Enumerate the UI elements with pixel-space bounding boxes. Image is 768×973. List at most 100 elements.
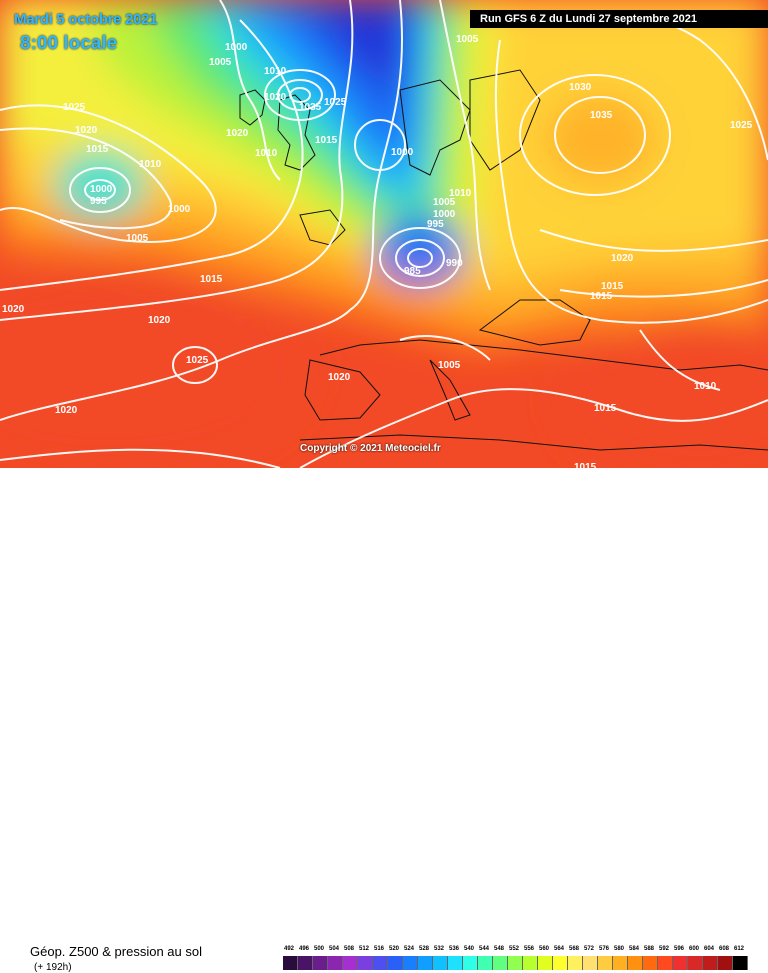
valid-date: Mardi 5 octobre 2021 bbox=[14, 11, 158, 28]
copyright-text: Copyright © 2021 Meteociel.fr bbox=[300, 443, 441, 454]
isobar-label: 1015 bbox=[590, 291, 613, 302]
legend-tick-label: 612 bbox=[733, 946, 744, 952]
legend-tick-label: 532 bbox=[433, 946, 444, 952]
isobar-label: 1025 bbox=[63, 102, 86, 113]
isobar-label: 1005 bbox=[433, 197, 456, 208]
isobar-label: 1025 bbox=[730, 120, 753, 131]
isobar-label: 1025 bbox=[324, 97, 347, 108]
legend-tick-label: 504 bbox=[328, 946, 339, 952]
isobar-label: 1010 bbox=[449, 188, 472, 199]
legend-swatch bbox=[733, 956, 748, 970]
legend-swatch bbox=[313, 956, 328, 970]
legend-tick-label: 580 bbox=[613, 946, 624, 952]
isobar-labels: 1025100010051005101010201035102510251020… bbox=[2, 9, 753, 468]
legend-swatch bbox=[598, 956, 613, 970]
legend-tick-label: 516 bbox=[373, 946, 384, 952]
legend-tick-label: 604 bbox=[703, 946, 714, 952]
legend-swatch bbox=[553, 956, 568, 970]
legend-tick-label: 496 bbox=[298, 946, 309, 952]
isobar-label: 1015 bbox=[200, 274, 223, 285]
isobar-label: 1020 bbox=[226, 128, 249, 139]
legend-swatch bbox=[613, 956, 628, 970]
isobar-label: 1000 bbox=[391, 147, 414, 158]
legend-swatch bbox=[343, 956, 358, 970]
isobar-label: 1010 bbox=[694, 381, 717, 392]
weather-map: 1025100010051005101010201035102510251020… bbox=[0, 0, 768, 468]
legend-swatch bbox=[628, 956, 643, 970]
legend-tick-label: 600 bbox=[688, 946, 699, 952]
legend-swatch bbox=[493, 956, 508, 970]
isobar-label: 1020 bbox=[264, 92, 287, 103]
isobar-label: 1035 bbox=[590, 110, 613, 121]
isobar-label: 1020 bbox=[148, 315, 171, 326]
legend-swatch bbox=[688, 956, 703, 970]
isobar-label: 1015 bbox=[594, 403, 617, 414]
legend-tick-label: 500 bbox=[313, 946, 324, 952]
geopotential-pressure-map: 1025100010051005101010201035102510251020… bbox=[0, 0, 768, 468]
legend-swatch bbox=[463, 956, 478, 970]
legend-tick-label: 536 bbox=[448, 946, 459, 952]
map-footer: Géop. Z500 & pression au sol (+ 192h) 49… bbox=[0, 468, 768, 973]
isobar-label: 1000 bbox=[225, 42, 248, 53]
chart-title: Géop. Z500 & pression au sol bbox=[30, 944, 202, 959]
isobar-label: 1005 bbox=[456, 34, 479, 45]
isobar-label: 1025 bbox=[186, 355, 209, 366]
legend-tick-label: 552 bbox=[508, 946, 519, 952]
isobar-label: 1020 bbox=[2, 304, 25, 315]
isobar-label: 1005 bbox=[126, 233, 149, 244]
legend-tick-label: 560 bbox=[538, 946, 549, 952]
isobar-label: 1000 bbox=[168, 204, 191, 215]
legend-swatch bbox=[298, 956, 313, 970]
isobar-label: 1020 bbox=[75, 125, 98, 136]
legend-tick-label: 572 bbox=[583, 946, 594, 952]
legend-tick-label: 492 bbox=[283, 946, 294, 952]
run-banner: Run GFS 6 Z du Lundi 27 septembre 2021 bbox=[470, 10, 768, 28]
legend-tick-label: 592 bbox=[658, 946, 669, 952]
legend-swatch bbox=[448, 956, 463, 970]
legend-swatch bbox=[358, 956, 373, 970]
legend-tick-label: 508 bbox=[343, 946, 354, 952]
isobar-label: 995 bbox=[427, 219, 444, 230]
z500-color-field bbox=[0, 0, 768, 468]
legend-swatch bbox=[718, 956, 733, 970]
legend-swatch bbox=[703, 956, 718, 970]
isobar-label: 985 bbox=[404, 266, 421, 277]
legend-tick-label: 608 bbox=[718, 946, 729, 952]
legend-tick-label: 544 bbox=[478, 946, 489, 952]
legend-tick-label: 596 bbox=[673, 946, 684, 952]
isobars bbox=[0, 0, 768, 468]
legend-tick-label: 512 bbox=[358, 946, 369, 952]
legend-swatch bbox=[433, 956, 448, 970]
legend-tick-label: 548 bbox=[493, 946, 504, 952]
isobar-label: 1000 bbox=[90, 184, 113, 195]
legend-tick-label: 588 bbox=[643, 946, 654, 952]
legend-swatch bbox=[568, 956, 583, 970]
legend-tick-label: 576 bbox=[598, 946, 609, 952]
isobar-label: 1010 bbox=[255, 148, 278, 159]
isobar-label: 1015 bbox=[574, 462, 597, 468]
isobar-label: 1020 bbox=[328, 372, 351, 383]
isobar-label: 1000 bbox=[433, 209, 456, 220]
isobar-label: 990 bbox=[446, 258, 463, 269]
isobar-label: 1030 bbox=[569, 82, 592, 93]
isobar-label: 1020 bbox=[55, 405, 78, 416]
legend-tick-label: 520 bbox=[388, 946, 399, 952]
legend-swatch bbox=[508, 956, 523, 970]
isobar-label: 1015 bbox=[86, 144, 109, 155]
isobar-label: 1035 bbox=[299, 102, 322, 113]
legend-swatch bbox=[673, 956, 688, 970]
isobar-label: 1020 bbox=[611, 253, 634, 264]
legend-tick-label: 524 bbox=[403, 946, 414, 952]
legend-swatch bbox=[643, 956, 658, 970]
legend-swatch bbox=[403, 956, 418, 970]
legend-tick-label: 528 bbox=[418, 946, 429, 952]
legend-swatch bbox=[538, 956, 553, 970]
legend-swatch bbox=[478, 956, 493, 970]
legend-swatch bbox=[328, 956, 343, 970]
isobar-label: 995 bbox=[90, 196, 107, 207]
legend-tick-label: 584 bbox=[628, 946, 639, 952]
isobar-label: 1010 bbox=[264, 66, 287, 77]
legend-swatch bbox=[583, 956, 598, 970]
legend-swatch bbox=[418, 956, 433, 970]
legend-swatch bbox=[283, 956, 298, 970]
